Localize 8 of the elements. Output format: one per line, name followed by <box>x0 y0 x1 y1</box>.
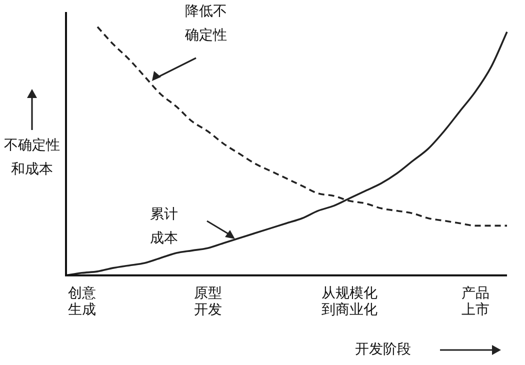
x-axis-title: 开发阶段 <box>355 342 411 358</box>
annotation: 降低不确定性 <box>184 4 228 44</box>
x-tick-label: 产品上市 <box>462 285 490 318</box>
x-tick-label: 创意生成 <box>68 285 96 318</box>
annotation: 累计成本 <box>150 206 178 246</box>
x-tick-label: 原型开发 <box>194 285 222 318</box>
x-tick-label: 从规模化到商业化 <box>322 285 378 318</box>
y-axis-title: 不确定性和成本 <box>4 138 60 178</box>
